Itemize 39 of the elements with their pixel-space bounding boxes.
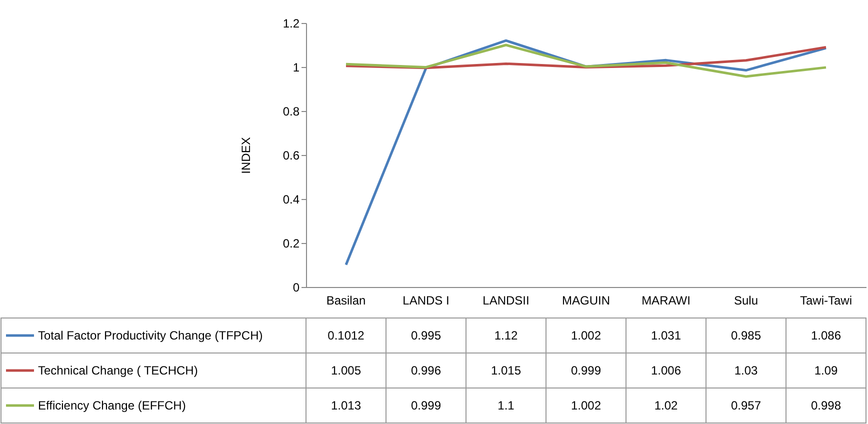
data-label: 1.005 [330,364,362,378]
x-tick-label: MARAWI [642,294,690,308]
y-tick-label: 1.2 [282,16,300,30]
data-label: 1.015 [490,364,522,378]
data-label: 1.006 [650,364,682,378]
legend-label: Technical Change ( TECHCH) [38,364,198,378]
x-tick-label: LANDS I [402,294,450,308]
data-label: 1.086 [810,328,842,342]
x-tick-label: Tawi-Tawi [800,294,852,308]
data-label: 1.1 [498,398,515,412]
legend-label: Total Factor Productivity Change (TFPCH) [38,328,263,342]
y-tick-label: 0.4 [282,192,300,206]
data-label: 1.09 [814,364,838,378]
y-tick-label: 0 [292,280,300,294]
y-tick-label: 1 [292,60,300,74]
legend-label: Efficiency Change (EFFCH) [38,398,186,412]
data-label: 0.999 [570,364,602,378]
data-label: 1.12 [494,328,518,342]
data-label: 1.02 [654,398,678,412]
data-label: 1.031 [650,328,682,342]
x-tick-label: LANDSII [482,294,530,308]
data-label: 0.985 [730,328,762,342]
y-tick-label: 0.8 [282,104,300,118]
data-label: 1.013 [330,398,362,412]
data-label: 0.957 [730,398,762,412]
y-axis-title: INDEX [238,137,253,174]
y-tick-label: 0.2 [282,236,300,250]
x-tick-label: MAGUIN [562,294,610,308]
data-label: 0.995 [410,328,442,342]
y-tick-label: 0.6 [282,148,300,162]
x-tick-label: Basilan [326,294,366,308]
data-label: 0.1012 [328,328,365,342]
x-tick-label: Sulu [734,294,758,308]
data-label: 0.999 [410,398,442,412]
data-label: 0.998 [810,398,842,412]
data-label: 1.002 [570,398,602,412]
data-label: 1.002 [570,328,602,342]
data-label: 1.03 [734,364,758,378]
data-label: 0.996 [410,364,442,378]
